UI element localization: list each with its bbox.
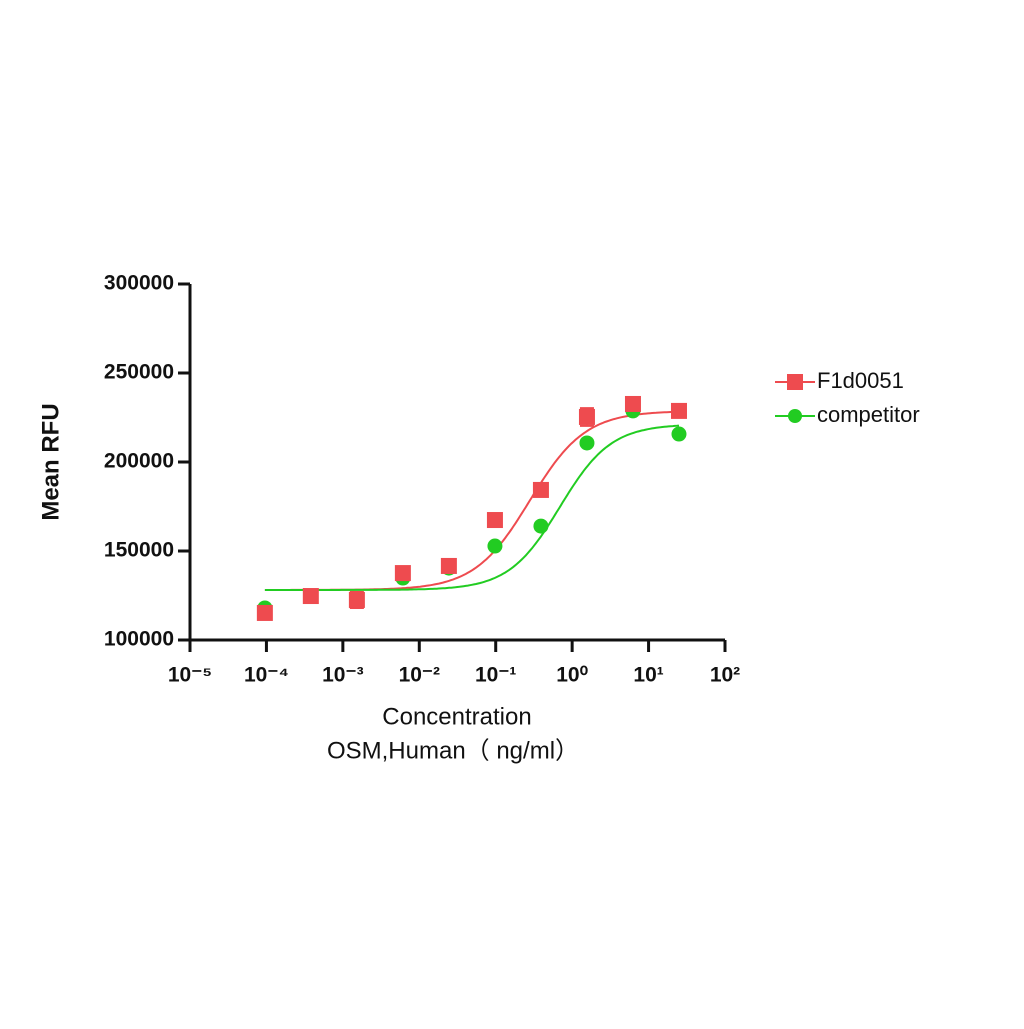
- legend-label: F1d0051: [817, 368, 904, 393]
- x-tick-label: 10⁻⁵: [168, 664, 212, 687]
- data-point: [624, 395, 641, 412]
- x-tick-label: 10¹: [633, 664, 663, 687]
- data-point: [348, 591, 365, 608]
- data-point: [670, 402, 687, 419]
- data-point: [532, 481, 549, 498]
- y-tick-label: 150000: [104, 539, 174, 562]
- legend-label: competitor: [817, 402, 920, 427]
- data-point: [256, 604, 273, 621]
- data-point: [671, 426, 687, 442]
- x-tick-label: 10²: [710, 664, 740, 687]
- x-tick-label: 10⁻⁴: [244, 664, 289, 687]
- fit-curve: [264, 410, 680, 591]
- data-point: [578, 408, 595, 425]
- data-point: [579, 435, 595, 451]
- legend-marker: [787, 374, 803, 390]
- x-axis-label: Concentration: [382, 703, 531, 730]
- data-point: [487, 538, 503, 554]
- y-tick-label: 250000: [104, 361, 174, 384]
- data-point: [486, 512, 503, 529]
- y-tick-label: 200000: [104, 450, 174, 473]
- data-point: [394, 565, 411, 582]
- y-tick-label: 300000: [104, 272, 174, 295]
- y-tick-label: 100000: [104, 628, 174, 651]
- data-point: [302, 588, 319, 605]
- x-tick-label: 10⁻²: [399, 664, 440, 687]
- x-tick-label: 10⁻¹: [475, 664, 516, 687]
- legend-marker: [788, 409, 802, 423]
- y-axis-label: Mean RFU: [37, 403, 64, 520]
- data-point: [533, 518, 549, 534]
- x-tick-label: 10⁰: [556, 664, 588, 687]
- fit-curve: [264, 424, 680, 591]
- data-point: [440, 557, 457, 574]
- x-axis-label: OSM,Human（ ng/ml）: [327, 737, 579, 764]
- x-tick-label: 10⁻³: [322, 664, 363, 687]
